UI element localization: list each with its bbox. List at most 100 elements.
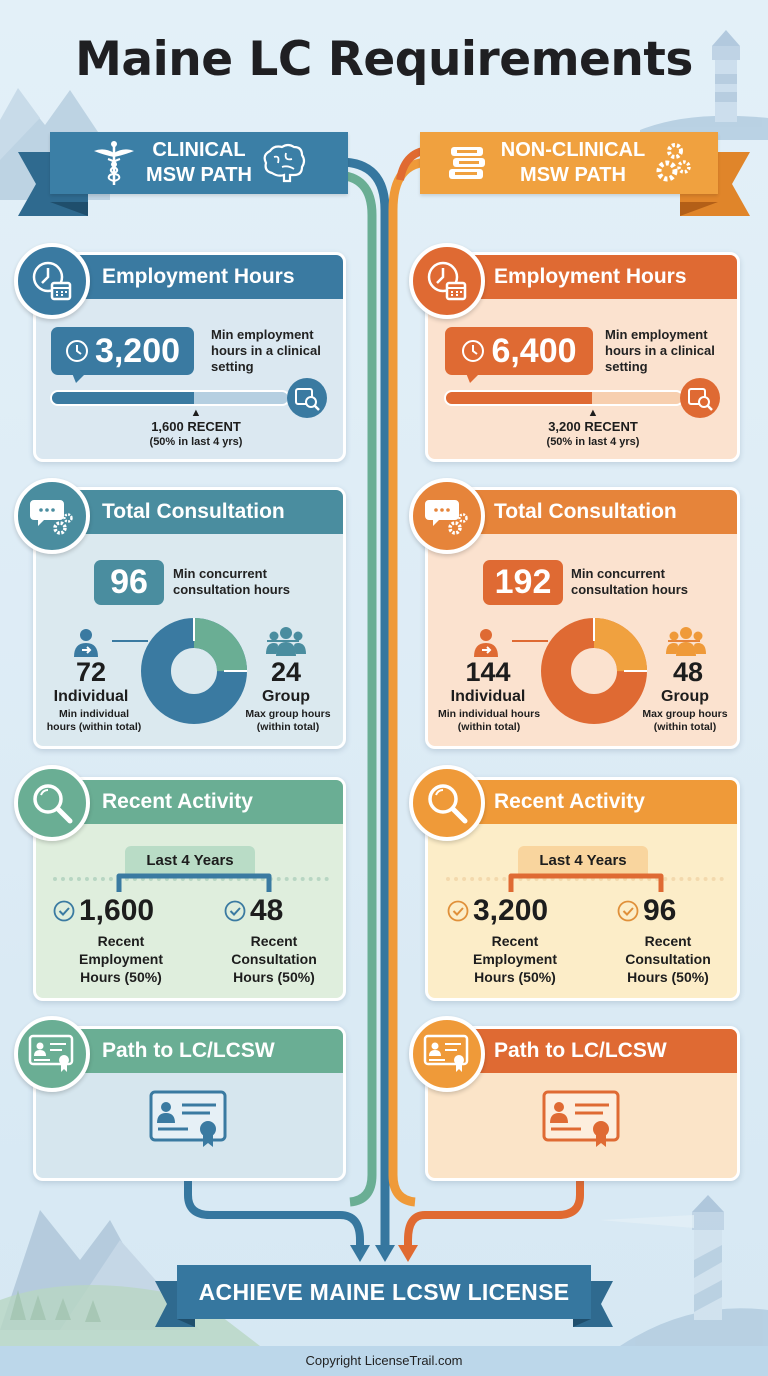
individual-note: Min individual hours (within total) — [437, 708, 541, 733]
check-circle-icon — [617, 900, 639, 922]
employment-description: Min employment hours in a clinical setti… — [211, 327, 321, 374]
clinical-path-banner: CLINICAL MSW PATH — [18, 132, 348, 218]
brain-icon — [263, 143, 306, 183]
clock-icon — [462, 340, 485, 362]
consultation-description: Min concurrent consultation hours — [571, 566, 688, 597]
bracket — [116, 873, 272, 892]
magnifier-icon — [33, 784, 73, 824]
group-note: Max group hours (within total) — [642, 708, 728, 733]
license-icon — [423, 1034, 469, 1072]
magnifier-badge — [409, 765, 485, 841]
group-label: Group — [262, 688, 310, 705]
recent-employment-value: 1,600 — [53, 894, 154, 928]
dotted-divider — [53, 877, 329, 881]
group-label: Group — [661, 688, 709, 705]
connector-line — [668, 640, 700, 642]
connector-line — [267, 640, 299, 642]
calendar-search-icon — [680, 378, 720, 418]
license-badge — [409, 1016, 485, 1092]
consultation-total-value: 192 — [483, 560, 563, 605]
speech-pointer — [466, 373, 480, 383]
calendar-search-icon — [287, 378, 327, 418]
recent-employment-label: Recent Employment Hours (50%) — [78, 933, 163, 985]
group-people-icon — [266, 627, 306, 656]
page-title: Maine LC Requirements — [75, 32, 693, 87]
consultation-donut-chart — [541, 618, 647, 724]
clinical-employment-card: Employment Hours 3,200 Min employment ho… — [33, 252, 346, 462]
clock-icon — [65, 340, 88, 362]
consultation-description: Min concurrent consultation hours — [173, 566, 290, 597]
employment-description: Min employment hours in a clinical setti… — [605, 327, 715, 374]
triangle-marker: ▲ — [190, 407, 202, 419]
clock-calendar-icon — [32, 261, 72, 301]
consultation-donut-chart — [141, 618, 247, 724]
group-people-icon — [666, 627, 706, 656]
individual-person-icon — [474, 629, 498, 657]
value-text: 96 — [643, 894, 677, 927]
nonclinical-banner-label: NON-CLINICAL MSW PATH — [501, 138, 645, 188]
consultation-total-value: 96 — [94, 560, 164, 605]
employment-progress-bar — [444, 390, 684, 406]
recent-label: 3,200 RECENT — [548, 419, 638, 434]
gears-icon — [656, 143, 691, 182]
individual-note: Min individual hours (within total) — [46, 708, 142, 733]
progress-fill — [446, 392, 593, 404]
recent-consultation-value: 48 — [224, 894, 283, 928]
recent-consultation-label: Recent Consultation Hours (50%) — [625, 933, 711, 985]
individual-value: 72 — [75, 657, 107, 687]
clinical-banner-label: CLINICAL MSW PATH — [146, 138, 252, 188]
chat-gears-badge — [14, 478, 90, 554]
connector-line — [112, 640, 148, 642]
individual-person-icon — [74, 629, 98, 657]
employment-hours-value: 6,400 — [445, 327, 593, 375]
chat-gears-badge — [409, 478, 485, 554]
nonclinical-banner-face: NON-CLINICAL MSW PATH — [420, 132, 718, 194]
hours-number: 6,400 — [491, 331, 577, 370]
clinical-consultation-card: Total Consultation 96 Min concurrent con… — [33, 487, 346, 749]
value-text: 48 — [250, 894, 284, 927]
magnifier-icon — [428, 784, 468, 824]
clinical-recent-card: Recent Activity Last 4 Years 1,600 Recen… — [33, 777, 346, 1001]
group-value: 48 — [672, 657, 704, 687]
recent-employment-value: 3,200 — [447, 894, 548, 928]
recent-note: (50% in last 4 yrs) — [149, 436, 243, 448]
clock-calendar-icon — [427, 261, 467, 301]
dotted-divider — [446, 877, 724, 881]
progress-fill — [52, 392, 194, 404]
recent-consultation-value: 96 — [617, 894, 676, 928]
nonclinical-path-banner: NON-CLINICAL MSW PATH — [420, 132, 750, 218]
banner-line2: MSW PATH — [146, 164, 252, 186]
lighthouse-bottom-icon — [600, 1195, 768, 1346]
recent-employment-label: Recent Employment Hours (50%) — [472, 933, 557, 985]
license-icon — [28, 1034, 74, 1072]
hours-number: 3,200 — [94, 331, 181, 370]
period-tag: Last 4 Years — [518, 846, 648, 874]
triangle-marker: ▲ — [587, 407, 599, 419]
license-certificate-icon — [149, 1090, 227, 1147]
check-circle-icon — [53, 900, 75, 922]
caduceus-icon — [94, 141, 135, 185]
group-note: Max group hours (within total) — [245, 708, 331, 733]
check-circle-icon — [224, 900, 246, 922]
magnifier-badge — [14, 765, 90, 841]
final-banner-label: ACHIEVE MAINE LCSW LICENSE — [177, 1265, 591, 1319]
value-text: 1,600 — [79, 894, 155, 927]
clock-calendar-badge — [14, 243, 90, 319]
period-tag: Last 4 Years — [125, 846, 255, 874]
chat-gears-icon — [425, 500, 468, 535]
individual-label: Individual — [450, 688, 526, 705]
recent-label: 1,600 RECENT — [151, 419, 241, 434]
bracket — [508, 873, 664, 892]
recent-note: (50% in last 4 yrs) — [546, 436, 640, 448]
value-text: 3,200 — [473, 894, 549, 927]
check-circle-icon — [447, 900, 469, 922]
banner-line1: NON-CLINICAL — [500, 139, 646, 161]
books-icon — [448, 147, 485, 179]
individual-label: Individual — [53, 688, 129, 705]
speech-pointer — [72, 373, 86, 383]
chat-gears-icon — [30, 500, 73, 535]
connector-line — [512, 640, 548, 642]
group-value: 24 — [270, 657, 302, 687]
banner-line2: MSW PATH — [520, 164, 626, 186]
achieve-license-banner: ACHIEVE MAINE LCSW LICENSE — [155, 1265, 613, 1327]
